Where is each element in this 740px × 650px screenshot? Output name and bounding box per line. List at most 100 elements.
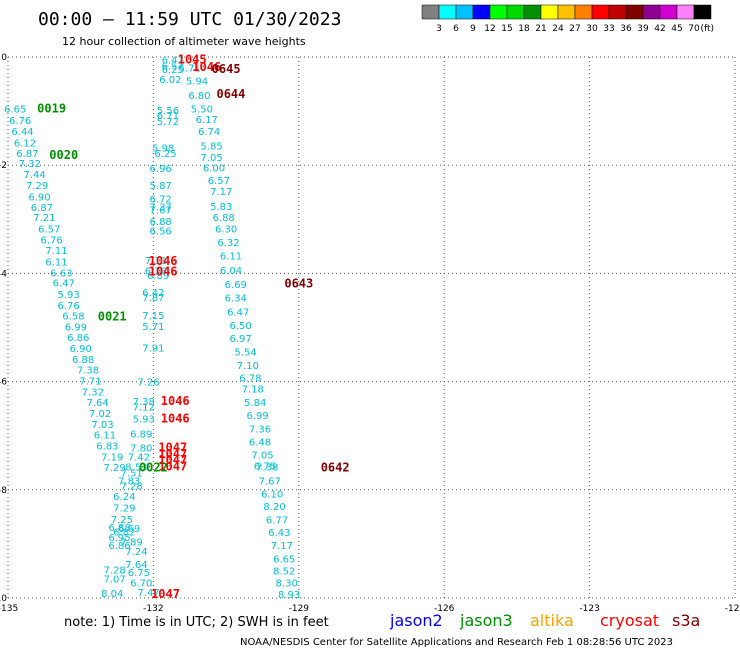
wave-height-value: 5.93 (57, 290, 79, 301)
wave-height-value: 7.87 (142, 293, 164, 304)
pass-time-label: 1046 (149, 265, 178, 279)
colorbar-swatch (608, 4, 627, 20)
y-tick-label: -6 (0, 378, 7, 388)
chart-subtitle: 12 hour collection of altimeter wave hei… (62, 35, 306, 48)
pass-time-label: 1047 (151, 587, 180, 601)
wave-height-value: 8.04 (101, 589, 123, 600)
wave-height-value: 6.83 (96, 441, 118, 452)
wave-height-value: 8.52 (273, 566, 295, 577)
wave-height-value: 8.53 (125, 463, 147, 474)
wave-height-value: 7.80 (130, 444, 152, 455)
wave-height-value: 6.71 (157, 111, 179, 122)
x-tick-label: -123 (579, 604, 599, 614)
wave-height-value: 6.34 (225, 294, 247, 305)
wave-height-value: 7.38 (133, 397, 155, 408)
wave-height-value: 6.88 (213, 213, 235, 224)
wave-height-value: 7.12 (133, 402, 155, 413)
colorbar-swatch (625, 4, 644, 20)
wave-height-value: 6.87 (31, 203, 53, 214)
wave-height-value: 7.11 (145, 256, 167, 267)
pass-time-label: 1047 (158, 447, 187, 461)
wave-height-value: 6.11 (94, 431, 116, 442)
colorbar-swatch (523, 4, 542, 20)
wave-height-value: 5.93 (133, 414, 155, 425)
pass-time-label: 1047 (158, 453, 187, 467)
wave-height-value: 5.87 (150, 181, 172, 192)
wave-height-value: 6.88 (150, 217, 172, 228)
colorbar-swatch (676, 4, 695, 20)
wave-height-value: 7.67 (259, 477, 281, 488)
wave-height-value: 6.76 (57, 301, 79, 312)
colorbar-label: 27 (569, 24, 580, 34)
wave-height-value: 7.29 (103, 463, 125, 474)
wave-height-value: 7.21 (33, 213, 55, 224)
pass-time-label: 1046 (149, 254, 178, 268)
colorbar-label: 15 (501, 24, 512, 34)
colorbar-swatch (455, 4, 474, 20)
colorbar-swatch (693, 4, 712, 20)
colorbar-label: 39 (637, 24, 649, 34)
wave-height-value: 6.56 (150, 227, 172, 238)
wave-height-value: 6.47 (227, 307, 249, 318)
wave-height-value: 5.71 (179, 63, 201, 74)
wave-height-value: 6.75 (128, 568, 150, 579)
wave-height-value: 6.74 (198, 127, 220, 138)
wave-height-value: 7.17 (210, 187, 232, 198)
colorbar-label: 70 (688, 24, 700, 34)
wave-height-value: 6.50 (230, 321, 252, 332)
wave-height-value: 6.57 (208, 176, 230, 187)
wave-height-value: 7.05 (200, 153, 222, 164)
y-tick-label: -2 (0, 161, 7, 171)
pass-time-label: 1047 (158, 459, 187, 473)
wave-height-value: 7.28 (120, 481, 142, 492)
pass-time-label: 0021 (98, 310, 127, 324)
colorbar-swatch (659, 4, 678, 20)
y-axis-ticks: 0 -2 -4 -6 -8 -10 (0, 53, 7, 604)
colorbar-label: 45 (671, 24, 682, 34)
wave-height-value: 6.88 (72, 355, 94, 366)
wave-height-value: 7.51 (120, 468, 142, 479)
wave-height-value: 6.99 (246, 411, 268, 422)
colorbar-swatch (540, 4, 559, 20)
satellite-legend: jason2 jason3 altika cryosat s3a (389, 611, 700, 630)
wave-height-value: 8.20 (263, 502, 285, 513)
colorbar-swatch (574, 4, 593, 20)
wave-height-value: 6.90 (70, 344, 92, 355)
wave-height-value: 5.98 (152, 143, 174, 154)
wave-height-value: 7.91 (142, 344, 164, 355)
y-tick-label: 0 (1, 53, 7, 63)
wave-height-value: 7.28 (103, 565, 125, 576)
pass-time-label: 1046 (161, 411, 190, 425)
legend-jason3: jason3 (459, 611, 513, 630)
wave-height-value: 6.95 (108, 533, 130, 544)
wave-height-value: 6.76 (145, 267, 167, 278)
colorbar-label: 21 (535, 24, 546, 34)
colorbar-swatch (421, 4, 440, 20)
wave-height-value: 7.32 (82, 387, 104, 398)
wave-height-value: 6.80 (188, 91, 210, 102)
wave-height-value: 7.11 (45, 246, 67, 257)
wave-height-value: 7.26 (137, 378, 159, 389)
colorbar-swatch (438, 4, 457, 20)
wave-height-value: 6.43 (268, 528, 290, 539)
colorbar-swatch (642, 4, 661, 20)
wave-height-value: 6.25 (162, 65, 184, 76)
pass-time-label: 0644 (216, 87, 245, 101)
chart-title: 00:00 — 11:59 UTC 01/30/2023 (38, 9, 341, 30)
pass-time-labels: 1045104606450644001900201046104606430021… (37, 53, 349, 602)
wave-height-value: 6.47 (162, 56, 184, 67)
wave-height-value: 6.97 (230, 334, 252, 345)
wave-height-value: 6.89 (147, 271, 169, 282)
wave-height-value: 6.58 (62, 312, 84, 323)
wave-height-value: 6.44 (11, 127, 33, 138)
wave-height-value: 6.63 (50, 268, 72, 279)
wave-height-value: 5.56 (157, 106, 179, 117)
pass-time-label: 1045 (178, 53, 207, 67)
colorbar-label: 30 (586, 24, 598, 34)
wave-height-value: 6.65 (273, 555, 295, 566)
y-tick-label: -8 (0, 486, 7, 496)
x-tick-label: -126 (434, 604, 455, 614)
pass-time-label: 0020 (49, 148, 78, 162)
wave-height-value: 6.25 (154, 149, 176, 160)
